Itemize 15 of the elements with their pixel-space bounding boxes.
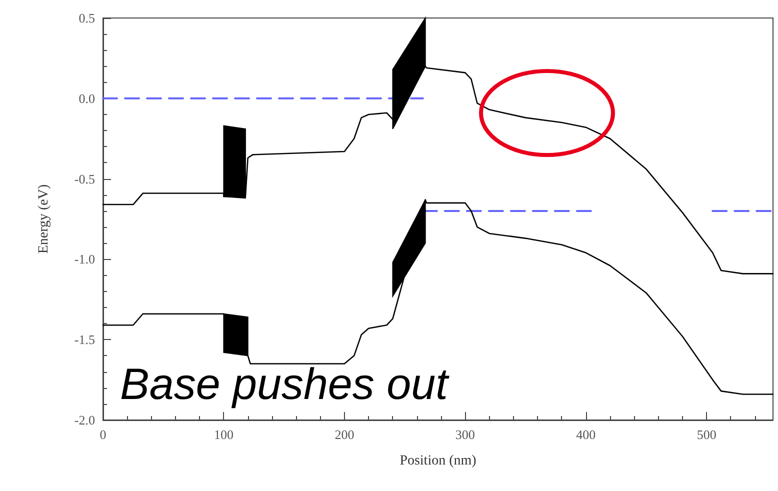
x-tick-label: 0 <box>100 427 106 442</box>
y-axis-title: Energy (eV) <box>36 184 52 254</box>
y-tick-label: 0.5 <box>78 10 95 26</box>
x-tick-label: 200 <box>334 427 354 442</box>
y-tick-label: -0.5 <box>74 171 95 186</box>
x-tick-label: 100 <box>214 427 234 442</box>
x-tick-label: 500 <box>696 427 716 442</box>
y-tick-label: 0.0 <box>78 90 95 106</box>
x-axis-title: Position (nm) <box>400 454 477 468</box>
x-tick-label: 400 <box>576 427 596 442</box>
y-tick-label: -2.0 <box>74 412 95 428</box>
annotation: Base pushes out <box>120 360 448 410</box>
x-tick-label: 300 <box>455 427 475 442</box>
y-tick-label: -1.5 <box>74 332 95 348</box>
y-tick-label: -1.0 <box>74 252 95 267</box>
